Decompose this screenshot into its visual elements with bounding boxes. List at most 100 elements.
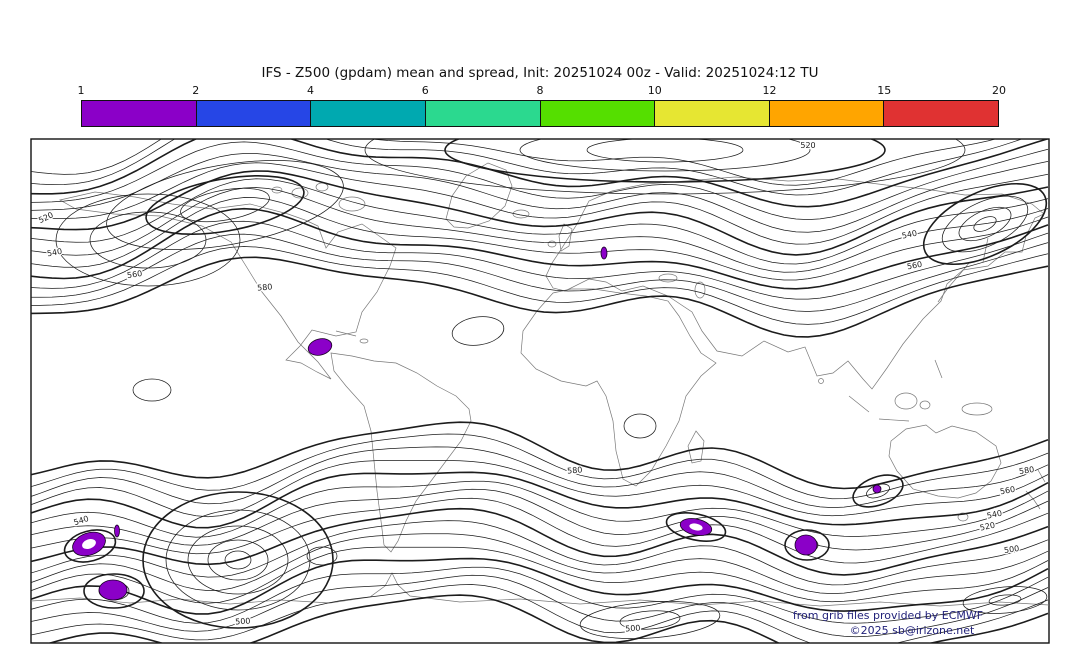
contour-ring — [922, 182, 1048, 266]
contour-label-580: 580 — [257, 282, 273, 292]
colorbar-segment-5 — [540, 101, 656, 126]
contour-line-north — [31, 187, 1049, 273]
contour-ring — [142, 491, 334, 629]
contour-line-north — [31, 141, 1049, 220]
contour-ring — [586, 139, 744, 163]
spread-colorbar — [81, 100, 999, 127]
contour-ring — [623, 413, 657, 439]
spread-region-hole — [82, 539, 96, 549]
contour-ring — [55, 193, 241, 287]
colorbar-tick-10: 10 — [647, 84, 662, 97]
contour-ring — [132, 378, 172, 402]
contour-ring — [145, 175, 305, 235]
contour-line-south — [31, 471, 1049, 529]
contour-ring — [180, 187, 270, 223]
colorbar-tick-6: 6 — [421, 84, 429, 97]
map-border — [30, 138, 1050, 644]
contour-line-south — [31, 557, 1049, 615]
contour-ring — [619, 610, 681, 630]
contour-ring — [579, 601, 721, 639]
contour-line-south — [31, 480, 1049, 538]
contour-ring — [988, 594, 1022, 606]
colorbar-segment-8 — [884, 101, 998, 126]
contour-ring — [63, 529, 117, 563]
contour-line-north — [31, 246, 1049, 325]
colorbar-tick-4: 4 — [307, 84, 314, 97]
contour-line-south — [31, 460, 1049, 518]
contour-ring — [519, 139, 811, 172]
colorbar-segment-3 — [311, 101, 426, 126]
colorbar-tick-20: 20 — [992, 84, 1006, 97]
contour-line-south — [31, 584, 1049, 643]
colorbar-tick-8: 8 — [536, 84, 544, 97]
contour-ring — [165, 509, 311, 611]
spread-shading — [72, 246, 882, 601]
contour-line-south — [31, 533, 1049, 594]
contour-line-north — [31, 139, 1023, 196]
contour-ring — [941, 195, 1029, 253]
colorbar-segment-7 — [769, 101, 885, 126]
contour-line-south — [47, 594, 1049, 643]
colorbar-segment-6 — [655, 101, 770, 126]
contour-label-560: 560 — [126, 269, 142, 280]
contour-line-north — [31, 139, 1049, 208]
colorbar-segment-1 — [82, 101, 197, 126]
spread-region — [307, 338, 333, 356]
contour-label-500: 500 — [1003, 544, 1019, 555]
spread-region — [98, 579, 128, 601]
attribution-line2: ©2025 sb@irizone.net — [850, 624, 975, 637]
z500-contours — [31, 139, 1049, 643]
contour-label-520: 520 — [800, 141, 815, 150]
contour-ring — [852, 474, 904, 508]
contour-line-south — [31, 446, 1049, 508]
contour-line-north — [31, 178, 1049, 265]
coastlines — [31, 162, 1049, 607]
contour-line-south — [31, 566, 1049, 624]
contour-line-south — [31, 520, 1049, 586]
contour-ring — [444, 139, 886, 183]
colorbar-tick-12: 12 — [762, 84, 777, 97]
contour-ring — [973, 216, 997, 232]
colorbar-tick-labels: 1 2 4 6 8 10 12 15 20 — [0, 84, 1080, 98]
contour-line-south — [31, 421, 1049, 490]
attribution-line1: from grib files provided by ECMWF — [793, 609, 983, 622]
colorbar-tick-2: 2 — [192, 84, 200, 97]
chart-title: IFS - Z500 (gpdam) mean and spread, Init… — [261, 65, 819, 81]
contour-label-500: 500 — [625, 623, 641, 633]
contour-ring — [665, 512, 727, 542]
contour-ring — [451, 316, 505, 346]
contour-line-south — [31, 488, 1049, 551]
contour-line-north — [31, 139, 997, 186]
contour-label-580: 580 — [567, 465, 583, 475]
contour-ring — [958, 206, 1012, 242]
contour-line-north — [31, 162, 1049, 245]
contour-line-south — [31, 574, 1049, 638]
contour-ring — [187, 525, 289, 595]
spread-region — [114, 524, 120, 538]
contour-line-south — [31, 497, 1049, 564]
colorbar-tick-15: 15 — [877, 84, 892, 97]
contour-ring — [962, 586, 1048, 614]
spread-region-hole — [689, 523, 703, 531]
contour-ring — [364, 139, 966, 195]
spread-region — [794, 534, 818, 556]
contour-label-540: 540 — [46, 247, 63, 259]
contour-ring — [224, 550, 252, 570]
contour-label-580: 580 — [1018, 465, 1034, 476]
contour-ring — [106, 160, 344, 250]
contour-ring — [207, 539, 269, 581]
colorbar-segment-4 — [425, 101, 541, 126]
contour-line-north — [31, 220, 1049, 300]
contour-line-south — [31, 546, 1049, 604]
contour-line-north — [31, 153, 1049, 233]
contour-line-north — [31, 207, 1049, 290]
spread-region — [872, 484, 882, 494]
contour-line-south — [31, 507, 1049, 576]
contour-ring — [306, 546, 338, 566]
contour-line-north — [31, 233, 1049, 312]
contour-label-560: 560 — [906, 260, 923, 272]
contour-label-560: 560 — [999, 485, 1016, 497]
contour-ring — [784, 529, 830, 561]
